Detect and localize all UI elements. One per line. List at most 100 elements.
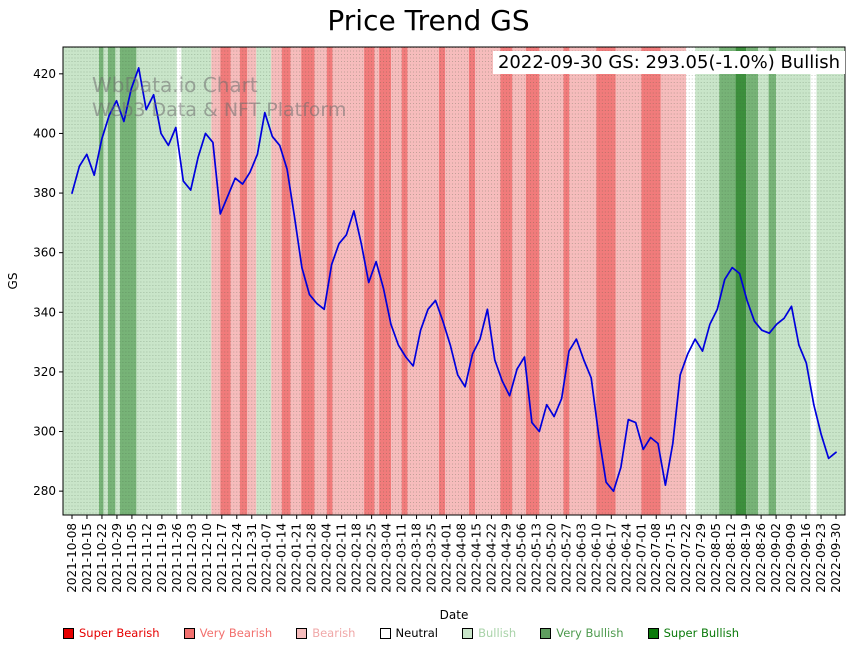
sentiment-band (695, 47, 720, 515)
sentiment-band (136, 47, 177, 515)
x-tick-label: 2022-09-16 (799, 523, 813, 593)
latest-value-annotation: 2022-09-30 GS: 293.05(-1.0%) Bullish (492, 51, 845, 74)
legend-label: Bearish (312, 626, 356, 640)
legend-item-very-bearish: Very Bearish (183, 626, 272, 640)
sentiment-band (230, 47, 240, 515)
sentiment-band (539, 47, 564, 515)
x-tick-label: 2022-07-29 (694, 523, 708, 593)
sentiment-band (401, 47, 408, 515)
x-tick-label: 2021-12-03 (185, 523, 199, 593)
sentiment-band (596, 47, 616, 515)
sentiment-band (119, 47, 137, 515)
sentiment-band (719, 47, 736, 515)
sentiment-band (63, 47, 99, 515)
legend-label: Very Bullish (556, 626, 624, 640)
sentiment-band (407, 47, 440, 515)
legend-item-very-bullish: Very Bullish (540, 626, 624, 640)
x-tick-label: 2022-09-09 (784, 523, 798, 593)
y-tick-label: 420 (33, 67, 56, 81)
sentiment-band (301, 47, 315, 515)
x-tick-label: 2022-02-11 (335, 523, 349, 593)
x-tick-label: 2022-05-20 (544, 523, 558, 593)
y-axis-title: GS (6, 273, 20, 290)
legend-item-neutral: Neutral (379, 626, 438, 640)
x-tick-label: 2022-06-10 (589, 523, 603, 593)
legend-label: Bullish (478, 626, 517, 640)
x-axis-title: Date (440, 608, 469, 622)
sentiment-band (776, 47, 811, 515)
legend-label: Super Bearish (79, 626, 160, 640)
sentiment-band (525, 47, 540, 515)
legend-swatch (183, 627, 195, 639)
x-tick-label: 2022-02-04 (320, 523, 334, 593)
sentiment-band (99, 47, 104, 515)
legend-swatch (379, 627, 391, 639)
plot-frame (62, 46, 846, 516)
sentiment-band (379, 47, 392, 515)
x-axis: 2021-10-08 2021-10-15 2021-10-22 2021-10-29… (65, 515, 843, 593)
y-tick-label: 280 (33, 484, 56, 498)
x-tick-label: 2022-07-01 (634, 523, 648, 593)
x-tick-label: 2021-12-24 (230, 523, 244, 593)
x-tick-label: 2021-10-29 (110, 523, 124, 593)
x-tick-label: 2021-11-19 (155, 523, 169, 593)
x-tick-label: 2022-03-18 (410, 523, 424, 593)
sentiment-band (445, 47, 469, 515)
sentiment-bands (63, 47, 845, 515)
sentiment-band (181, 47, 212, 515)
x-tick-label: 2022-08-12 (724, 523, 738, 593)
legend-swatch (462, 627, 474, 639)
sentiment-band (615, 47, 642, 515)
sentiment-band (768, 47, 777, 515)
sentiment-band (239, 47, 248, 515)
legend-item-super-bullish: Super Bullish (647, 626, 739, 640)
x-tick-label: 2021-11-05 (125, 523, 139, 593)
sentiment-band (107, 47, 116, 515)
sentiment-band (686, 47, 696, 515)
y-tick-label: 340 (33, 305, 56, 319)
x-tick-label: 2022-06-03 (574, 523, 588, 593)
x-tick-label: 2022-05-13 (529, 523, 543, 593)
sentiment-band (314, 47, 327, 515)
sentiment-band (374, 47, 380, 515)
legend-item-bearish: Bearish (296, 626, 355, 640)
sentiment-band (512, 47, 526, 515)
legend-label: Super Bullish (663, 626, 739, 640)
legend-swatch (63, 627, 74, 639)
y-axis: 280 300 320 340 360 380 400 420 (33, 67, 63, 498)
x-tick-label: 2022-07-08 (649, 523, 663, 593)
x-tick-label: 2022-03-25 (425, 523, 439, 593)
x-tick-label: 2021-10-15 (80, 523, 94, 593)
sentiment-band (271, 47, 282, 515)
sentiment-band (211, 47, 221, 515)
x-tick-label: 2022-01-14 (275, 523, 289, 593)
x-tick-label: 2022-08-19 (739, 523, 753, 593)
sentiment-band (176, 47, 182, 515)
x-tick-label: 2022-03-04 (380, 523, 394, 593)
x-tick-label: 2022-05-27 (559, 523, 573, 593)
legend-item-super-bearish: Super Bearish (63, 626, 160, 640)
sentiment-band (115, 47, 120, 515)
sentiment-band (569, 47, 597, 515)
sentiment-band (810, 47, 817, 515)
sentiment-band (391, 47, 402, 515)
x-tick-label: 2022-04-29 (499, 523, 513, 593)
sentiment-legend: Super Bearish Very Bearish Bearish Neutral B… (63, 626, 739, 640)
x-tick-label: 2022-06-17 (604, 523, 618, 593)
x-tick-label: 2022-01-28 (305, 523, 319, 593)
sentiment-band (758, 47, 769, 515)
x-tick-label: 2022-04-22 (485, 523, 499, 593)
sentiment-band (220, 47, 231, 515)
sentiment-band (641, 47, 661, 515)
sentiment-band (103, 47, 108, 515)
x-tick-label: 2022-06-24 (619, 523, 633, 593)
sentiment-band (563, 47, 570, 515)
x-tick-label: 2021-10-08 (65, 523, 79, 593)
x-tick-label: 2022-03-11 (395, 523, 409, 593)
price-line (71, 67, 837, 493)
y-tick-label: 360 (33, 246, 56, 260)
legend-item-bullish: Bullish (462, 626, 516, 640)
x-tick-label: 2021-12-10 (200, 523, 214, 593)
sentiment-band (256, 47, 272, 515)
